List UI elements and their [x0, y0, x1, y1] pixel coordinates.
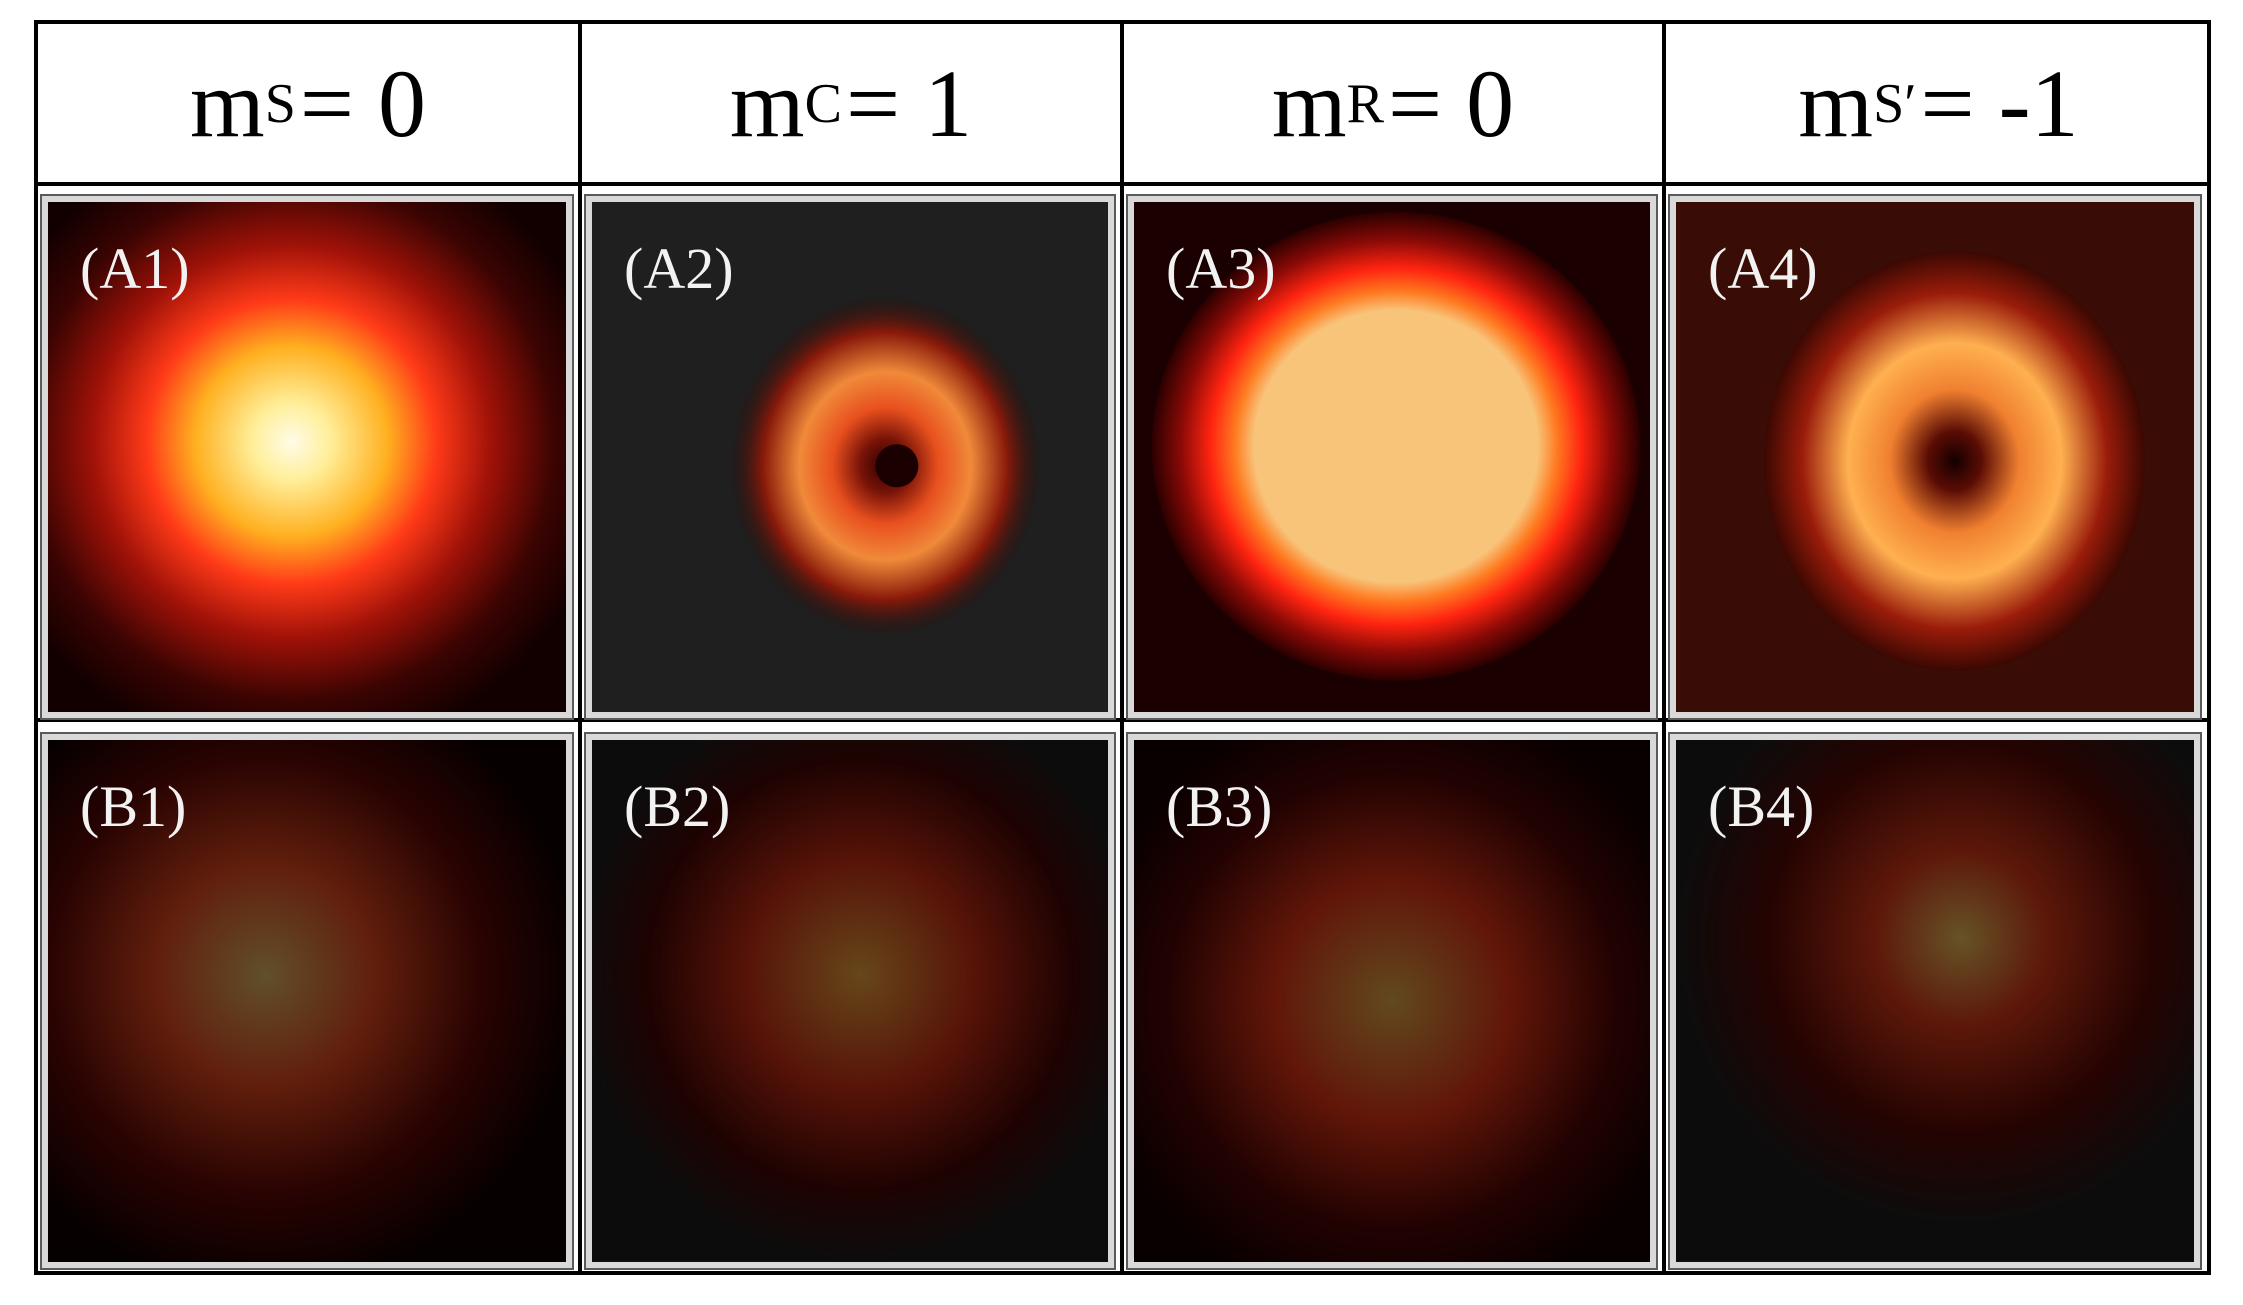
- column-divider: [578, 24, 582, 1271]
- panel-label: (B1): [80, 774, 187, 839]
- header-divider: [38, 182, 2207, 186]
- panel-a1-image: (A1): [40, 194, 574, 720]
- panel-a4-image: (A4): [1668, 194, 2202, 720]
- header-symbol: m: [190, 50, 265, 157]
- panel-a3-image: (A3): [1126, 194, 1658, 720]
- header-value: = 0: [1387, 50, 1515, 157]
- row-divider: [38, 718, 2207, 722]
- header-subscript: C: [804, 73, 842, 135]
- column-divider: [1120, 24, 1124, 1271]
- header-symbol: m: [1271, 50, 1347, 157]
- header-value: = -1: [1920, 50, 2079, 157]
- figure-table: m S = 0 m C = 1 m R = 0 m S′ = -1: [34, 20, 2211, 1275]
- panel-b4-image: (B4): [1668, 732, 2202, 1270]
- panel-label: (A1): [80, 236, 190, 301]
- interference-fringes-image: [1134, 740, 1650, 1262]
- vortex-density-image: [1676, 202, 2194, 712]
- column-header-1: m S = 0: [38, 24, 578, 184]
- interference-fringes-image: [592, 740, 1108, 1262]
- panel-b1-image: (B1): [40, 732, 574, 1270]
- panel-label: (B4): [1708, 774, 1815, 839]
- header-value: = 1: [845, 50, 973, 157]
- panel-label: (B2): [624, 774, 731, 839]
- interference-fringes-image: [1676, 740, 2194, 1262]
- header-value: = 0: [299, 50, 426, 157]
- interference-fringes-image: [48, 740, 566, 1262]
- condensate-density-image: [48, 202, 566, 712]
- column-header-4: m S′ = -1: [1666, 24, 2211, 184]
- column-header-3: m R = 0: [1124, 24, 1662, 184]
- panel-label: (B3): [1166, 774, 1273, 839]
- header-subscript: R: [1346, 73, 1384, 135]
- header-subscript: S′: [1873, 73, 1917, 135]
- panel-label: (A4): [1708, 236, 1818, 301]
- header-symbol: m: [1798, 50, 1874, 157]
- vortex-density-image: [592, 202, 1108, 712]
- column-header-2: m C = 1: [582, 24, 1120, 184]
- header-symbol: m: [729, 50, 805, 157]
- column-divider: [1662, 24, 1666, 1271]
- saturated-density-image: [1134, 202, 1650, 712]
- header-subscript: S: [264, 73, 296, 135]
- panel-label: (A3): [1166, 236, 1276, 301]
- panel-a2-image: (A2): [584, 194, 1116, 720]
- panel-label: (A2): [624, 236, 734, 301]
- panel-b2-image: (B2): [584, 732, 1116, 1270]
- panel-b3-image: (B3): [1126, 732, 1658, 1270]
